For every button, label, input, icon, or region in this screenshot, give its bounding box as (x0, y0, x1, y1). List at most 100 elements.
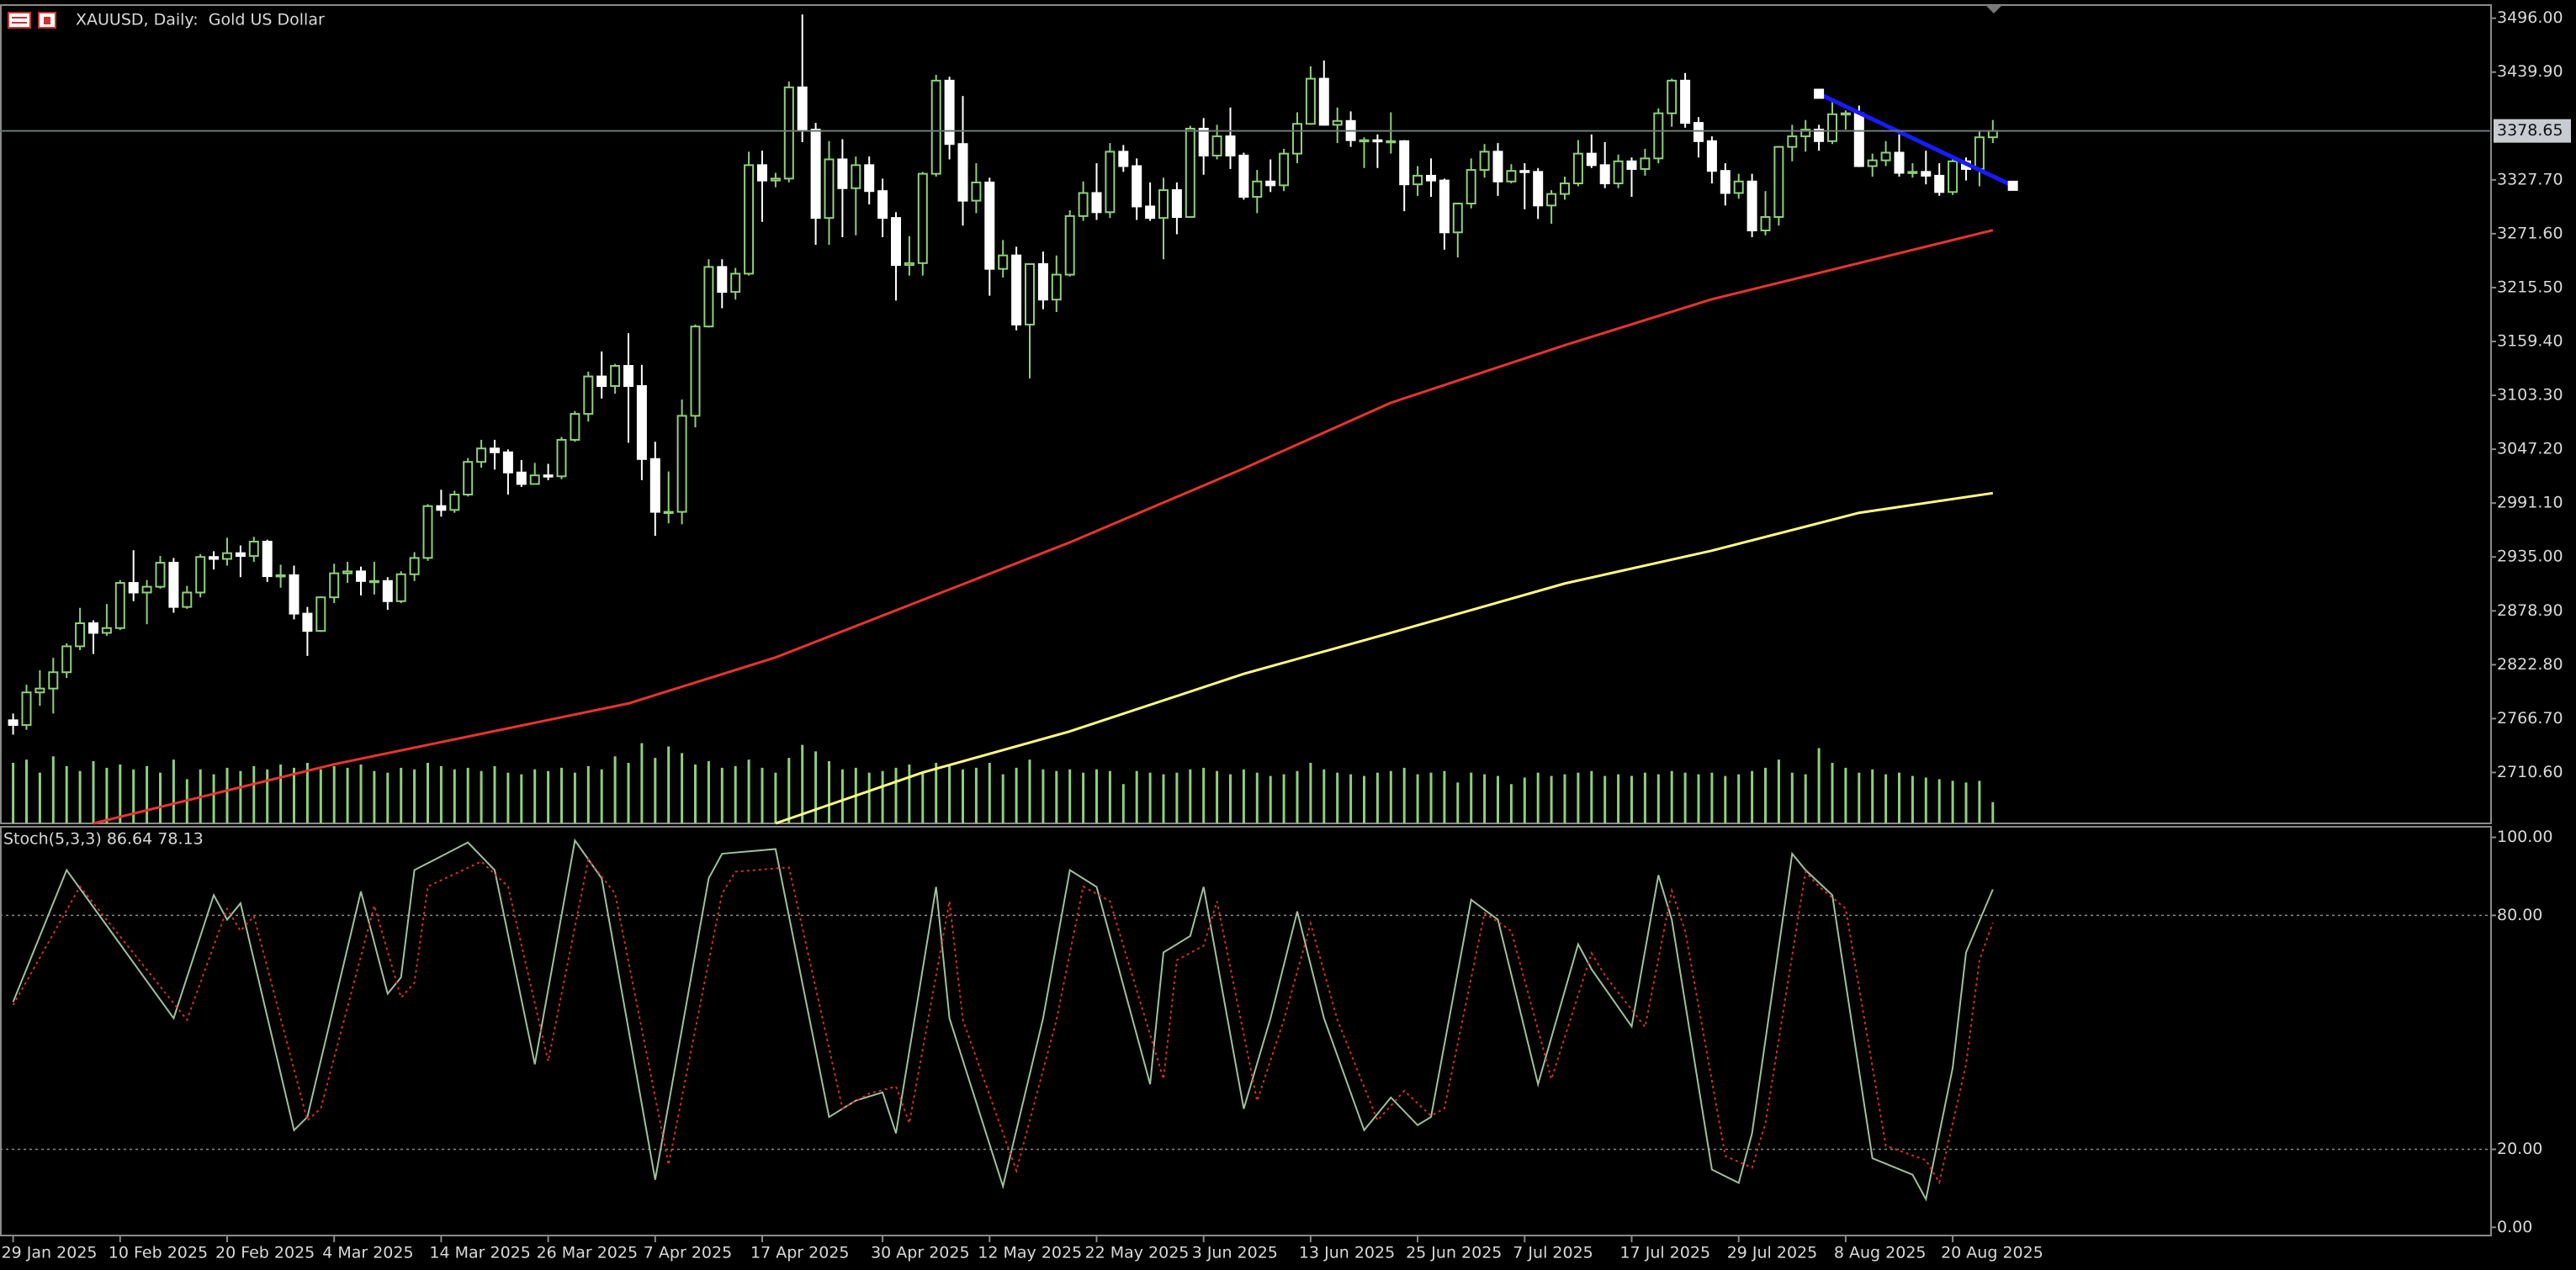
candle-body (356, 570, 366, 582)
candle-body (957, 143, 968, 202)
price-label: 3378.65 (2497, 121, 2563, 140)
candle-body (864, 164, 875, 193)
candle-body (1198, 127, 1209, 156)
trendline-handle (1814, 88, 1825, 99)
candle-body (1773, 146, 1784, 219)
candle-body (1921, 171, 1932, 177)
candle-body (1613, 160, 1624, 185)
candle-body (1466, 169, 1476, 205)
candle-body (449, 494, 460, 511)
candle-body (1760, 216, 1771, 232)
candle-body (34, 687, 45, 694)
candle-body (1359, 139, 1370, 143)
candle-body (1185, 127, 1195, 219)
candle-body (248, 540, 259, 558)
candle-body (195, 556, 206, 594)
candle-body (1305, 77, 1316, 125)
candle-body (1626, 160, 1637, 170)
candle-body (315, 596, 326, 632)
candle-body (998, 254, 1009, 270)
candle-body (1426, 174, 1436, 182)
candle-body (302, 612, 313, 632)
candle-body (1667, 79, 1678, 114)
candle-body (1814, 129, 1825, 142)
candle-body (342, 570, 353, 574)
candle-body (436, 505, 447, 511)
candle-body (1840, 112, 1851, 116)
candle-body (610, 365, 621, 387)
candle-body (1800, 129, 1811, 138)
x-tick-label: 25 Jun 2025 (1406, 1244, 1502, 1262)
y-tick-label: 3159.40 (2497, 332, 2563, 351)
candle-body (1506, 170, 1517, 183)
candle-body (1238, 154, 1249, 198)
x-tick-label: 17 Apr 2025 (750, 1244, 849, 1262)
candle-body (1693, 122, 1704, 142)
candle-body (1533, 171, 1544, 207)
chart-title: XAUUSD, Daily: Gold US Dollar (76, 11, 325, 29)
y-tick-label: 80.00 (2497, 906, 2542, 924)
candle-body (395, 573, 406, 602)
x-tick-label: 7 Apr 2025 (644, 1244, 732, 1262)
y-tick-label: 2822.80 (2497, 655, 2563, 674)
candle-body (1894, 151, 1905, 174)
candle-body (1037, 262, 1048, 301)
candle-body (1439, 179, 1450, 234)
x-tick-label: 12 May 2025 (978, 1244, 1082, 1262)
candle-body (1934, 174, 1945, 193)
candle-body (222, 552, 232, 560)
candle-body (770, 177, 781, 182)
candle-body (529, 474, 540, 485)
candle-body (1265, 180, 1276, 187)
candle-body (1599, 164, 1610, 185)
candle-body (1091, 192, 1102, 214)
candle-body (891, 217, 901, 267)
candle-body (61, 645, 72, 674)
x-tick-label: 10 Feb 2025 (109, 1244, 208, 1262)
candle-body (1051, 273, 1062, 301)
candle-body (583, 375, 594, 415)
moving-average-line (775, 491, 1994, 825)
candle-body (1640, 157, 1651, 170)
candle-body (1211, 135, 1222, 156)
candle-body (1399, 140, 1410, 186)
candle-body (1252, 180, 1263, 198)
candle-body (824, 158, 835, 220)
candle-body (209, 556, 220, 560)
trendline-handle (2007, 180, 2018, 191)
stochastic-line (12, 838, 1994, 1202)
candle-body (1064, 214, 1075, 276)
x-tick-label: 26 Mar 2025 (537, 1244, 638, 1262)
candle-body (1572, 152, 1583, 185)
y-tick-label: 2766.70 (2497, 709, 2563, 728)
candle-body (262, 540, 273, 578)
candle-body (1853, 112, 1864, 167)
candle-body (1987, 130, 1998, 139)
candle-body (717, 266, 728, 294)
icon-frame (8, 12, 31, 29)
candle-body (422, 505, 433, 559)
candle-body (168, 562, 179, 608)
x-tick-label: 17 Jul 2025 (1620, 1244, 1711, 1262)
candle-body (1867, 159, 1878, 167)
x-tick-label: 20 Aug 2025 (1941, 1244, 2043, 1262)
candle-body (543, 474, 554, 478)
main-panel-border (0, 4, 2492, 824)
candle-body (1025, 262, 1035, 325)
candle-body (1452, 203, 1463, 234)
y-tick-label: 3215.50 (2497, 278, 2563, 296)
y-tick-label: 2878.90 (2497, 601, 2563, 620)
y-tick-label: 20.00 (2497, 1140, 2542, 1158)
candle-body (275, 574, 286, 578)
candle-body (75, 622, 86, 648)
y-tick-label: 2710.60 (2497, 763, 2563, 781)
candle-body (623, 365, 633, 387)
candle-body (329, 572, 340, 599)
candle-body (1546, 193, 1557, 207)
candle-body (1372, 139, 1383, 143)
candle-body (1706, 140, 1717, 172)
x-tick-label: 4 Mar 2025 (322, 1244, 413, 1262)
candle-body (1413, 174, 1423, 186)
moving-average-line (93, 229, 1994, 825)
candle-body (797, 86, 808, 131)
